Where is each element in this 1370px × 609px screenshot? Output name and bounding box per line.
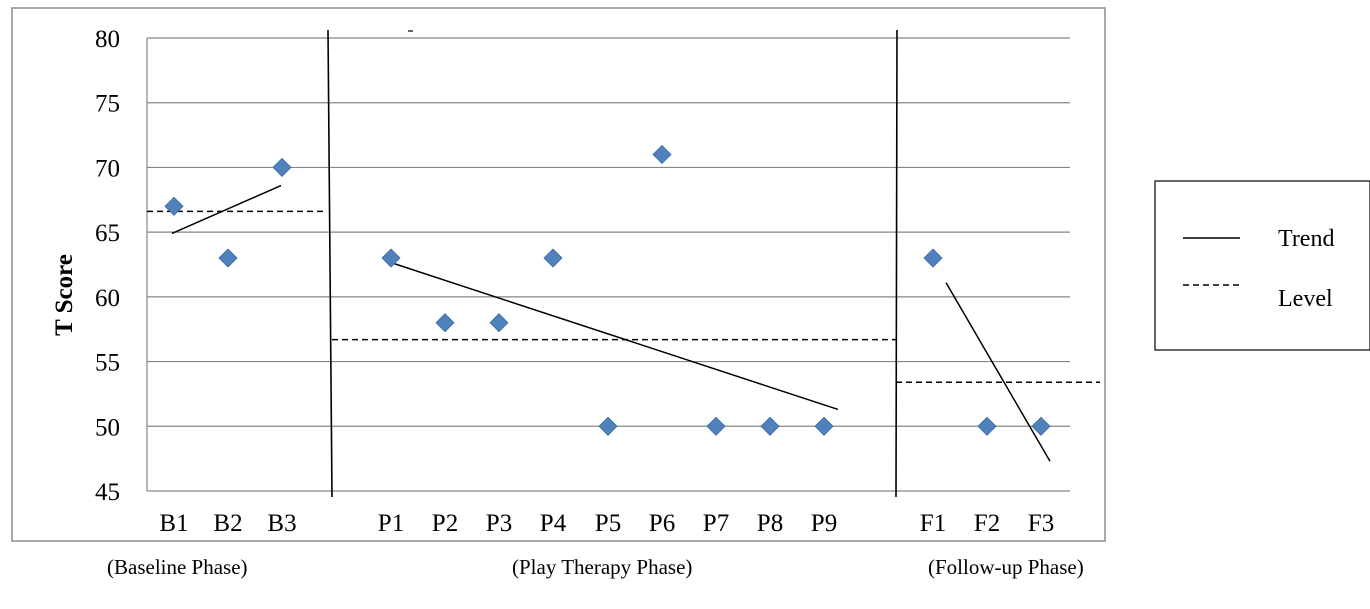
x-tick-b1: B1	[159, 510, 188, 537]
x-tick-p1: P1	[378, 510, 404, 537]
y-axis-label: T Score	[51, 254, 78, 336]
chart-frame	[11, 7, 1106, 542]
x-tick-p4: P4	[540, 510, 567, 537]
trend-line-play-therapy	[384, 259, 839, 411]
y-tick-labels: 45 50 55 60 65 70 75 80	[95, 26, 120, 506]
data-point-b1	[164, 196, 184, 216]
legend-trend-label: Trend	[1278, 226, 1334, 252]
data-points	[164, 144, 1051, 436]
y-tick-45: 45	[95, 479, 120, 506]
data-point-p2	[435, 313, 455, 333]
data-point-b3	[272, 157, 292, 177]
data-point-f2	[977, 416, 997, 436]
gridlines	[147, 37, 1070, 492]
legend-box	[1154, 180, 1370, 351]
x-tick-b3: B3	[267, 510, 296, 537]
data-point-f1	[923, 248, 943, 268]
x-tick-p7: P7	[703, 510, 729, 537]
phase-change-lines	[327, 29, 898, 498]
x-tick-p8: P8	[757, 510, 783, 537]
data-point-p3	[489, 313, 509, 333]
data-point-p7	[706, 416, 726, 436]
data-point-p5	[598, 416, 618, 436]
data-point-p6	[652, 144, 672, 165]
data-point-p8	[760, 416, 780, 436]
y-tick-60: 60	[95, 285, 120, 312]
y-tick-50: 50	[95, 414, 120, 441]
phase-label-play-therapy: (Play Therapy Phase)	[512, 555, 693, 579]
data-point-b2	[218, 248, 238, 268]
x-tick-labels: B1 B2 B3 P1 P2 P3 P4 P5 P6 P7 P8 P9 F1 F2 F3	[159, 510, 1054, 537]
y-tick-55: 55	[95, 350, 120, 377]
x-tick-f1: F1	[920, 510, 946, 537]
y-tick-80: 80	[95, 26, 120, 53]
x-tick-b2: B2	[213, 510, 242, 537]
data-point-p4	[543, 248, 563, 268]
trend-line-follow-up	[945, 282, 1051, 462]
data-point-p1	[381, 248, 401, 268]
y-tick-70: 70	[95, 155, 120, 182]
x-tick-p5: P5	[595, 510, 621, 537]
phase-label-follow-up: (Follow-up Phase)	[928, 555, 1084, 579]
y-tick-75: 75	[95, 91, 120, 118]
legend-level-label: Level	[1278, 286, 1333, 312]
trend-lines	[171, 184, 1051, 462]
data-point-p9	[814, 416, 834, 436]
legend: Trend Level	[1154, 180, 1370, 351]
trend-line-baseline	[171, 184, 282, 235]
x-tick-p3: P3	[486, 510, 512, 537]
y-tick-65: 65	[95, 220, 120, 247]
phase-divider-2	[895, 29, 898, 498]
x-tick-f3: F3	[1028, 510, 1054, 537]
x-tick-f2: F2	[974, 510, 1000, 537]
x-tick-p9: P9	[811, 510, 837, 537]
x-tick-p2: P2	[432, 510, 458, 537]
x-tick-p6: P6	[649, 510, 675, 537]
phase-label-baseline: (Baseline Phase)	[107, 555, 248, 579]
phase-divider-1	[327, 29, 333, 498]
data-point-f3	[1031, 416, 1051, 436]
